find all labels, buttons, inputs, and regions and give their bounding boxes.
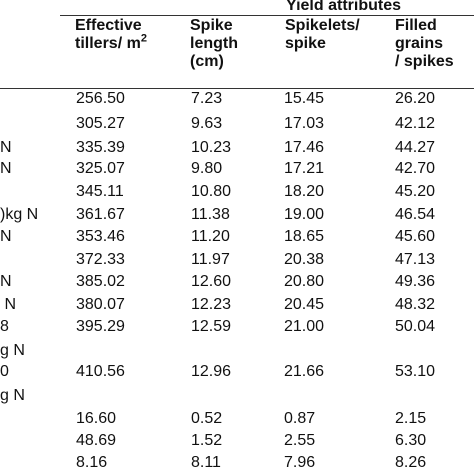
cell-effective-tillers: 361.67 (76, 206, 125, 223)
cell-spike-length: 9.80 (191, 160, 223, 177)
cell-filled-grains: 50.04 (395, 318, 436, 335)
cell-effective-tillers: 395.29 (76, 318, 125, 335)
cell-spikelets: 21.66 (284, 363, 325, 380)
col-header-spike-length-line3: (cm) (190, 53, 224, 70)
treatment-label: N (0, 273, 12, 290)
col-header-spike-length-line1: Spike (190, 17, 233, 34)
cell-filled-grains: 26.20 (395, 90, 436, 107)
cell-spike-length: 10.80 (191, 183, 232, 200)
col-header-filled-grains-line2: grains (395, 35, 444, 52)
cell-effective-tillers: 8.16 (76, 454, 108, 471)
cell-effective-tillers: 372.33 (76, 251, 125, 268)
treatment-label: g N (0, 387, 25, 404)
col-header-spikelets-line1: Spikelets/ (285, 17, 360, 34)
cell-spikelets: 17.03 (284, 115, 325, 132)
col-header-filled-grains-line1: Filled (395, 17, 437, 34)
cell-spike-length: 11.20 (191, 228, 230, 245)
col-header-spikelets: Spikelets/ spike (285, 17, 360, 53)
cell-spike-length: 12.59 (191, 318, 232, 335)
cell-effective-tillers: 48.69 (76, 432, 117, 449)
cell-filled-grains: 42.12 (395, 115, 436, 132)
col-header-effective-tillers-line1: Effective (75, 17, 142, 34)
col-header-effective-tillers-unit: tillers/ m (75, 35, 141, 52)
cell-filled-grains: 2.15 (395, 410, 427, 427)
cell-filled-grains: 6.30 (395, 432, 427, 449)
cell-filled-grains: 42.70 (395, 160, 436, 177)
cell-effective-tillers: 335.39 (76, 139, 125, 156)
cell-filled-grains: 49.36 (395, 273, 436, 290)
cell-filled-grains: 47.13 (395, 251, 436, 268)
cell-effective-tillers: 380.07 (76, 296, 125, 313)
cell-filled-grains: 44.27 (395, 139, 436, 156)
cell-effective-tillers: 16.60 (76, 410, 117, 427)
cell-effective-tillers: 305.27 (76, 115, 125, 132)
cell-effective-tillers: 353.46 (76, 228, 125, 245)
cell-effective-tillers: 256.50 (76, 90, 125, 107)
cell-filled-grains: 46.54 (395, 206, 436, 223)
cell-spike-length: 9.63 (191, 115, 223, 132)
cell-spikelets: 20.80 (284, 273, 325, 290)
treatment-label: N (0, 228, 12, 245)
cell-spikelets: 15.45 (284, 90, 325, 107)
col-header-effective-tillers-superscript: 2 (140, 32, 147, 45)
cell-spikelets: 18.65 (284, 228, 325, 245)
cell-spikelets: 7.96 (284, 454, 316, 471)
cell-spikelets: 18.20 (284, 183, 325, 200)
cell-spikelets: 21.00 (284, 318, 325, 335)
cell-spike-length: 10.23 (191, 139, 232, 156)
yield-attributes-group-header: Yield attributes (286, 0, 401, 14)
col-header-filled-grains-line3: / spikes (395, 53, 454, 70)
cell-spikelets: 19.00 (284, 206, 325, 223)
col-header-effective-tillers-line2: tillers/ m2 (75, 32, 147, 53)
cell-filled-grains: 53.10 (395, 363, 436, 380)
col-header-spike-length-line2: length (190, 35, 238, 52)
cell-spikelets: 20.45 (284, 296, 325, 313)
cell-spike-length: 11.97 (191, 251, 230, 268)
cell-effective-tillers: 385.02 (76, 273, 125, 290)
cell-spikelets: 2.55 (284, 432, 316, 449)
cell-filled-grains: 45.20 (395, 183, 436, 200)
cell-spikelets: 20.38 (284, 251, 325, 268)
cell-spikelets: 0.87 (284, 410, 316, 427)
cell-spike-length: 12.23 (191, 296, 232, 313)
treatment-label: g N (0, 342, 25, 359)
cell-filled-grains: 8.26 (395, 454, 427, 471)
cell-spike-length: 12.60 (191, 273, 232, 290)
treatment-label: 8 (0, 318, 9, 335)
cell-spike-length: 0.52 (191, 410, 223, 427)
col-header-filled-grains: Filled grains / spikes (395, 17, 454, 71)
header-group-rule (60, 15, 474, 16)
cell-spike-length: 1.52 (191, 432, 223, 449)
col-header-spike-length: Spike length (cm) (190, 17, 238, 71)
cell-effective-tillers: 325.07 (76, 160, 125, 177)
cell-spike-length: 12.96 (191, 363, 232, 380)
cell-filled-grains: 45.60 (395, 228, 436, 245)
treatment-label: N (0, 160, 12, 177)
cell-effective-tillers: 410.56 (76, 363, 125, 380)
col-header-spikelets-line2: spike (285, 35, 326, 52)
treatment-label: N (0, 139, 12, 156)
col-header-effective-tillers: Effective tillers/ m2 (75, 17, 147, 53)
cell-effective-tillers: 345.11 (76, 183, 124, 200)
cell-spike-length: 8.11 (191, 454, 221, 471)
cell-filled-grains: 48.32 (395, 296, 436, 313)
cell-spike-length: 11.38 (191, 206, 230, 223)
cell-spike-length: 7.23 (191, 90, 223, 107)
treatment-label: N (0, 296, 16, 313)
treatment-label: )kg N (0, 206, 39, 223)
header-bottom-rule (0, 88, 474, 89)
cell-spikelets: 17.21 (284, 160, 325, 177)
treatment-label: 0 (0, 363, 9, 380)
cell-spikelets: 17.46 (284, 139, 325, 156)
